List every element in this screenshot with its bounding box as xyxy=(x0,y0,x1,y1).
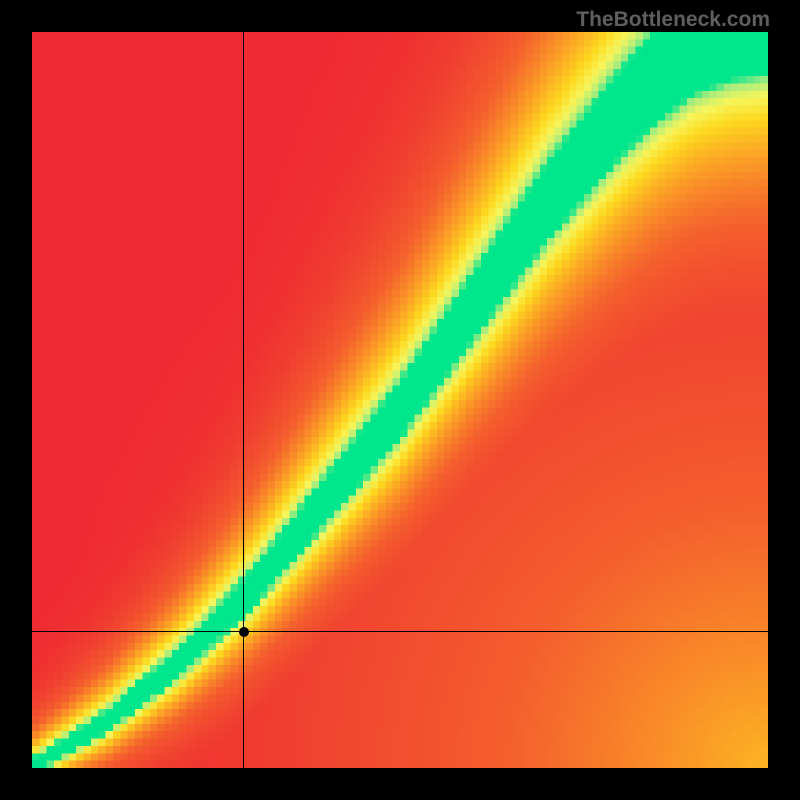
crosshair-vertical xyxy=(243,32,244,768)
bottleneck-heatmap xyxy=(32,32,768,768)
crosshair-horizontal xyxy=(32,631,768,632)
watermark-text: TheBottleneck.com xyxy=(576,8,770,32)
plot-area xyxy=(32,32,768,768)
figure-container: TheBottleneck.com xyxy=(0,0,800,800)
crosshair-marker xyxy=(239,627,249,637)
